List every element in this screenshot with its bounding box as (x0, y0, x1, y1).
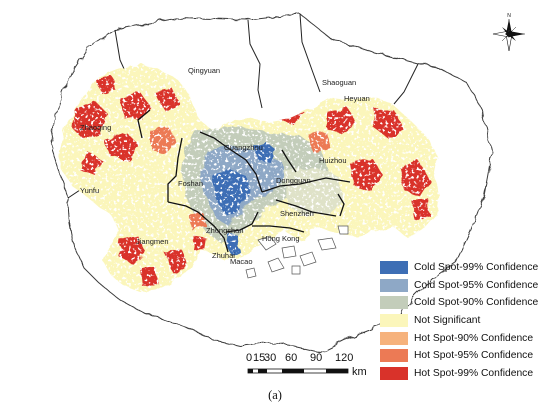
legend-label: Hot Spot-99% Confidence (414, 367, 534, 379)
scale-bar (247, 368, 349, 374)
legend-item: Cold Spot-95% Confidence (380, 277, 546, 295)
islands (245, 225, 349, 279)
city-label-guangzhou: Guangzhou (224, 143, 263, 152)
city-label-yunfu: Yunfu (80, 186, 99, 195)
city-label-shaoguan: Shaoguan (322, 78, 356, 87)
legend-swatch (380, 349, 408, 363)
buffer-boundary (51, 13, 493, 353)
scale-tick-label: 15 (253, 352, 266, 364)
figure-caption: (a) (268, 388, 282, 402)
scale-tick-label: 120 (335, 352, 354, 364)
legend-item: Hot Spot-95% Confidence (380, 347, 546, 365)
legend-item: Cold Spot-90% Confidence (380, 294, 546, 312)
legend-swatch (380, 331, 408, 345)
legend-label: Cold Spot-90% Confidence (414, 297, 539, 309)
city-label-zhaoqing: Zhaoqing (80, 123, 111, 132)
compass-rose-icon: N (492, 13, 525, 52)
compass-north-label: N (507, 13, 511, 19)
legend-item: Hot Spot-90% Confidence (380, 329, 546, 347)
scale-tick-label: 90 (310, 352, 323, 364)
legend-swatch (380, 366, 408, 380)
city-label-macao: Macao (230, 257, 253, 266)
city-label-qingyuan: Qingyuan (188, 66, 220, 75)
city-label-shenzhen: Shenzhen (280, 209, 314, 218)
city-label-hongkong: Hong Kong (262, 234, 300, 243)
city-label-huizhou: Huizhou (319, 156, 347, 165)
city-label-foshan: Foshan (178, 179, 203, 188)
legend: Cold Spot-99% Confidence Cold Spot-95% C… (380, 259, 546, 382)
legend-swatch (380, 278, 408, 292)
city-label-zhongshan: Zhongshan (206, 226, 244, 235)
legend-item: Hot Spot-99% Confidence (380, 365, 546, 383)
legend-label: Cold Spot-95% Confidence (414, 279, 539, 291)
city-label-jiangmen: Jiangmen (136, 237, 169, 246)
legend-item: Cold Spot-99% Confidence (380, 259, 546, 277)
legend-swatch (380, 314, 408, 328)
scale-unit-label: km (352, 366, 367, 378)
prefecture-boundaries (137, 109, 351, 253)
legend-swatch (380, 261, 408, 275)
city-label-dongguan: Dongguan (276, 176, 311, 185)
legend-label: Hot Spot-90% Confidence (414, 332, 534, 344)
legend-label: Not Significant (414, 315, 481, 327)
scale-tick-label: 60 (285, 352, 298, 364)
scale-bar-labels: 0 15 30 60 90 120 km (244, 352, 384, 378)
legend-label: Cold Spot-99% Confidence (414, 262, 539, 274)
city-label-zhuhai: Zhuhai (212, 251, 235, 260)
scale-tick-label: 30 (264, 352, 277, 364)
scale-tick-label: 0 (246, 352, 253, 364)
city-labels: Qingyuan Shaoguan Heyuan Zhaoqing Guangz… (80, 66, 370, 266)
legend-label: Hot Spot-95% Confidence (414, 350, 534, 362)
city-label-heyuan: Heyuan (344, 94, 370, 103)
legend-swatch (380, 296, 408, 310)
legend-item: Not Significant (380, 312, 546, 330)
